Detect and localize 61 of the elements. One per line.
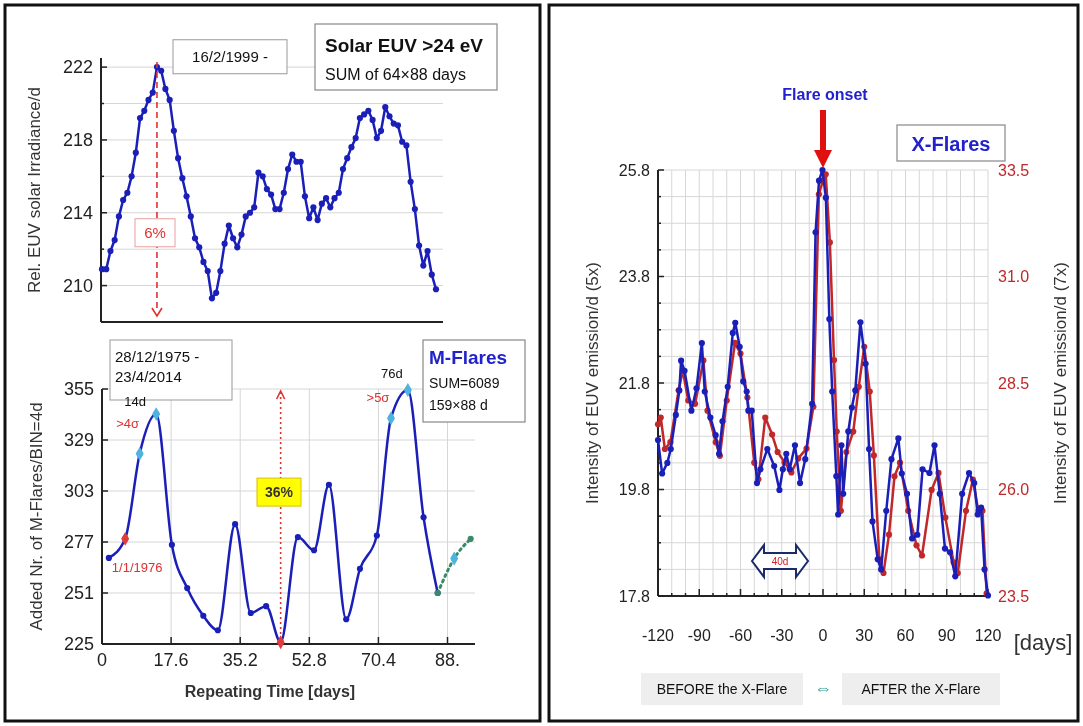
annotation: 1/1/1976 <box>111 559 163 575</box>
annotation: >5σ <box>366 390 390 406</box>
y2-tick-label: 28.5 <box>998 374 1030 392</box>
x-tick-label: 120 <box>974 627 1002 644</box>
chart-title: M-Flares <box>429 347 508 368</box>
y-axis-title: Rel. EUV solar Irradiance/d <box>25 87 44 293</box>
x-tick-label: 30 <box>855 627 874 644</box>
y-tick-label: 218 <box>62 130 93 151</box>
x-tick-label: 0 <box>818 627 828 644</box>
y-tick-label: 355 <box>63 379 94 400</box>
annotation: 40d <box>771 556 789 567</box>
y-tick-label: 329 <box>63 430 94 451</box>
annotation: 159×88 d <box>429 397 488 413</box>
chart-title: Solar EUV >24 eV <box>325 35 484 56</box>
annotation: SUM=6089 <box>429 375 500 391</box>
y-axis-title: Intensity of EUV emission/d (5x) <box>583 262 602 504</box>
x-axis-title: [days] <box>1013 630 1073 655</box>
y2-tick-label: 23.5 <box>998 587 1030 605</box>
y-tick-label: 214 <box>62 203 93 224</box>
x-tick-label: 17.6 <box>153 650 189 670</box>
y-tick-label: 21.8 <box>618 374 651 392</box>
x-tick-label: -30 <box>770 627 794 644</box>
text: AFTER the X-Flare <box>861 681 981 697</box>
y2-tick-label: 26.0 <box>998 481 1030 499</box>
annotation: >4σ <box>116 415 140 431</box>
y-tick-label: 225 <box>63 634 94 655</box>
y-tick-label: 17.8 <box>618 587 651 605</box>
x-axis-title: Repeating Time [days] <box>184 683 356 700</box>
y-tick-label: 23.8 <box>618 268 651 286</box>
x-tick-label: 52.8 <box>291 650 327 670</box>
annotation: 14d <box>124 394 147 410</box>
y-tick-label: 303 <box>63 481 94 502</box>
y-axis-title: Added Nr. of M-Flares/BIN=4d <box>27 402 46 631</box>
x-tick-label: 70.4 <box>360 650 396 670</box>
y2-tick-label: 31.0 <box>998 268 1030 286</box>
x-tick-label: 60 <box>896 627 915 644</box>
annotation: 6% <box>144 224 166 241</box>
y-tick-label: 222 <box>62 57 93 78</box>
x-tick-label: -120 <box>641 627 675 644</box>
y-tick-label: 25.8 <box>618 161 651 179</box>
x-tick-label: 90 <box>937 627 956 644</box>
x-tick-label: 0 <box>96 650 108 670</box>
y2-tick-label: 33.5 <box>998 161 1030 179</box>
x-tick-label: -60 <box>728 627 753 644</box>
x-tick-label: 88. <box>435 650 461 670</box>
y-tick-label: 19.8 <box>618 481 651 499</box>
x-tick-label: 35.2 <box>222 650 258 670</box>
y-tick-label: 251 <box>63 583 94 604</box>
annotation: 76d <box>381 365 403 381</box>
y-tick-label: 277 <box>63 532 94 553</box>
text: ⇔ <box>814 678 832 698</box>
y2-axis-title: Intensity of EUV emission/d (7x) <box>1051 262 1070 504</box>
text: 28/12/1975 - 23/4/2014 <box>115 348 200 385</box>
chart-title: X-Flares <box>911 133 991 155</box>
text: SUM of 64×88 days <box>325 66 466 83</box>
text: BEFORE the X-Flare <box>656 681 788 697</box>
text: Flare onset <box>782 86 869 103</box>
x-tick-label: -90 <box>687 627 711 644</box>
annotation: 36% <box>264 484 294 500</box>
annotation: 16/2/1999 - <box>192 48 268 65</box>
y-tick-label: 210 <box>62 275 93 296</box>
